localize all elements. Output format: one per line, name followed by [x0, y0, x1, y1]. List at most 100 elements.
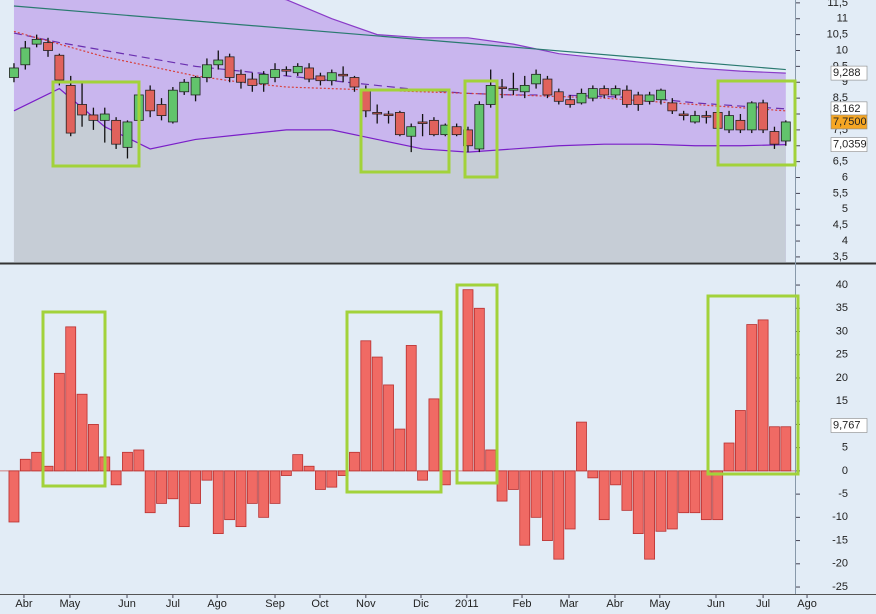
candle-body — [553, 91, 564, 102]
y-tick-label: 5,5 — [833, 187, 848, 199]
candle-body — [156, 104, 167, 116]
y-tick-label: 6 — [842, 171, 848, 183]
bar — [235, 470, 247, 528]
candle-body — [281, 69, 292, 72]
bar — [712, 470, 724, 521]
bar — [496, 470, 508, 502]
candle-body — [701, 115, 712, 118]
value-tag-box — [830, 418, 868, 433]
y-tick-label: 10,5 — [827, 29, 848, 41]
bar — [530, 470, 542, 518]
bar — [326, 470, 338, 488]
candle-body — [599, 88, 610, 96]
x-tick-label: 2011 — [455, 598, 479, 610]
bar — [201, 470, 213, 481]
value-tag: 9,767 — [833, 419, 861, 431]
candle-body — [633, 94, 644, 105]
candle-body — [54, 54, 65, 81]
y-tick-label: 9 — [842, 76, 848, 88]
x-tick-label: Feb — [513, 598, 532, 610]
indicator-line — [13, 87, 786, 153]
panel — [0, 289, 795, 560]
bar — [349, 451, 360, 472]
candle-body — [315, 75, 326, 82]
bar — [666, 470, 678, 530]
candle-body — [746, 102, 757, 131]
value-tag: 7,0359 — [833, 139, 867, 151]
y-tick-label: 0 — [842, 465, 848, 477]
y-tick-label: 6,5 — [833, 156, 848, 168]
candle-body — [565, 99, 576, 105]
bar — [564, 470, 576, 530]
candle-body — [735, 119, 746, 131]
highlights — [41, 79, 800, 494]
bar — [485, 449, 497, 472]
candle-body — [508, 88, 519, 91]
candle-body — [394, 112, 405, 136]
bar — [76, 393, 88, 472]
bar — [655, 470, 667, 532]
highlight-box — [359, 88, 451, 174]
y-tick-label: 20 — [836, 372, 848, 384]
candle-body — [88, 114, 99, 121]
candle-body — [474, 104, 485, 150]
bar — [383, 384, 394, 472]
x-tick-label: Nov — [356, 598, 376, 610]
y-tick-label: 4,5 — [833, 219, 848, 231]
x-tick-label: Jul — [166, 598, 180, 610]
candle-body — [122, 121, 133, 148]
candle-body — [724, 115, 734, 131]
candle-body — [167, 89, 178, 123]
bar — [224, 470, 236, 521]
candle-body — [190, 77, 201, 96]
panel — [9, 0, 791, 262]
bar — [394, 428, 406, 472]
bar — [462, 289, 474, 472]
candle-body — [576, 92, 587, 104]
bar — [769, 426, 780, 472]
bar — [190, 470, 201, 504]
bar — [644, 470, 655, 560]
candle-body — [519, 85, 530, 93]
x-tick-label: Abr — [606, 598, 623, 610]
candle-body — [383, 113, 394, 116]
x-tick-label: Mar — [560, 598, 579, 610]
value-tag: 7,7500 — [833, 116, 867, 128]
candle-body — [349, 77, 360, 88]
x-tick-label: May — [649, 598, 670, 610]
bar — [632, 470, 644, 535]
band-fill — [13, 88, 786, 262]
bar — [8, 470, 20, 523]
candle-body — [678, 113, 689, 116]
bar — [678, 470, 690, 514]
bar — [133, 449, 145, 472]
candle-body — [451, 126, 462, 136]
bar — [598, 470, 610, 521]
y-tick-label: -5 — [838, 488, 848, 500]
candle-body — [758, 102, 769, 131]
candle-body — [656, 89, 666, 101]
bar — [65, 326, 77, 472]
candle-body — [769, 131, 780, 145]
bar — [246, 470, 258, 504]
bar — [371, 356, 383, 472]
candle-body — [43, 42, 53, 51]
bar — [303, 465, 315, 472]
value-tag: 8,162 — [833, 103, 861, 115]
y-tick-label: 11 — [837, 13, 848, 25]
bar — [178, 470, 190, 528]
candle-body — [372, 112, 383, 115]
bar — [315, 470, 326, 490]
bar — [156, 470, 167, 504]
candle-body — [247, 78, 258, 86]
highlight-box — [463, 79, 499, 179]
bar — [689, 470, 701, 514]
bar — [42, 465, 54, 472]
bar — [507, 470, 519, 490]
candle-body — [690, 115, 700, 123]
candle-body — [542, 78, 553, 96]
candle-body — [236, 73, 246, 83]
x-tick-label: Oct — [311, 598, 328, 610]
candle-body — [270, 69, 280, 78]
